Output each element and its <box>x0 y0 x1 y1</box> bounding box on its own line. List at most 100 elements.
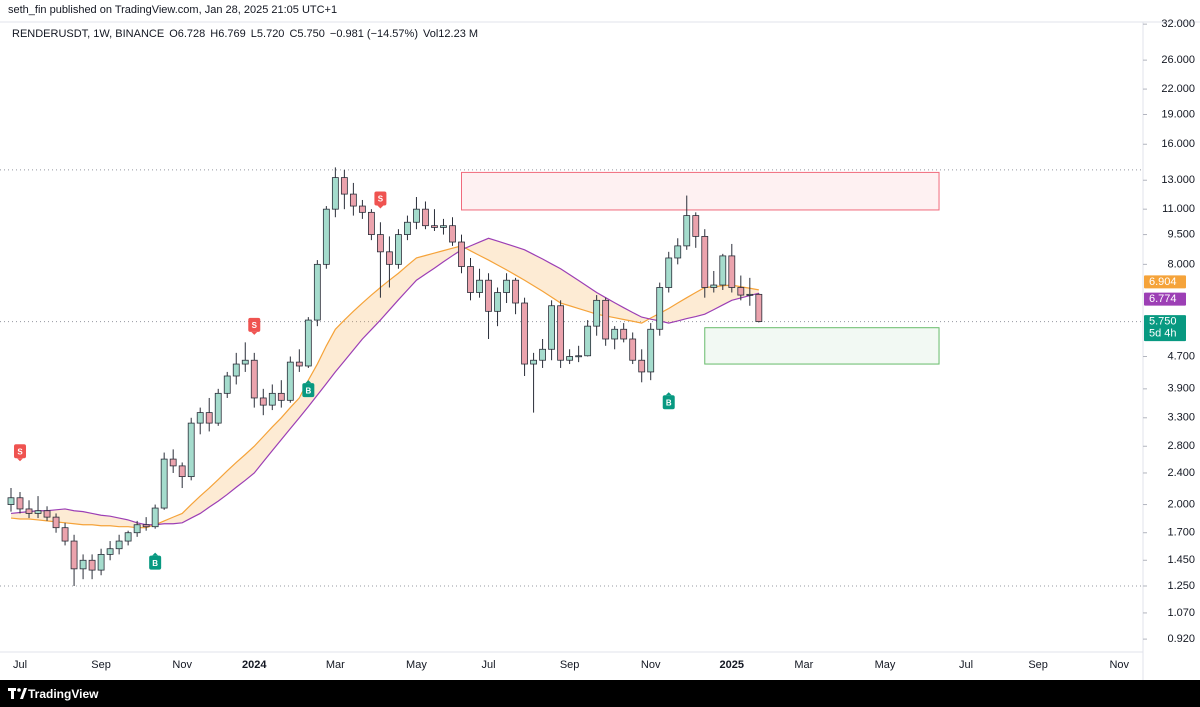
candle-body <box>16 497 24 510</box>
candle-body <box>241 359 249 365</box>
ma-fill <box>11 238 759 528</box>
candle-body <box>467 266 474 293</box>
signal-pointer <box>665 392 672 396</box>
y-tick-label: 2.800 <box>1167 440 1195 452</box>
candle-body <box>151 507 159 528</box>
candle-body <box>377 234 384 253</box>
candle-body <box>367 211 375 235</box>
candle-body <box>521 302 528 365</box>
candle-body <box>665 257 673 288</box>
candle-body <box>494 292 501 312</box>
candle-body <box>196 412 204 424</box>
signal-pointer <box>251 331 258 335</box>
candle-body <box>539 348 546 361</box>
signal-marker: B <box>662 392 675 410</box>
candle-body <box>485 279 492 312</box>
candle-body <box>25 508 33 514</box>
candle-body <box>512 279 519 304</box>
candle-body <box>214 392 222 424</box>
signal-text: S <box>252 321 258 330</box>
x-tick-label: 2024 <box>242 659 267 671</box>
candle-body <box>422 208 429 227</box>
candle-body <box>530 359 537 365</box>
signal-tag <box>302 383 315 398</box>
candle-body <box>566 356 574 361</box>
x-tick-label: May <box>406 659 427 671</box>
candle-body <box>701 236 709 288</box>
candle-body <box>304 319 312 367</box>
signal-text: S <box>378 195 384 204</box>
candle-body <box>295 361 303 367</box>
y-tick-label: 26.000 <box>1161 54 1195 66</box>
y-tick-label: 2.400 <box>1167 467 1195 479</box>
candle-body <box>557 305 565 361</box>
candle-body <box>593 299 601 327</box>
chart: 32.000 26.000 22.000 19.000 16.000 13.000 11.0… <box>0 18 1200 680</box>
signal-tag <box>14 444 27 459</box>
candle-body <box>70 540 78 570</box>
candle-body <box>440 225 447 228</box>
candle-body <box>52 516 60 529</box>
signal-pointer <box>305 380 312 384</box>
y-tick-label: 1.450 <box>1167 554 1195 566</box>
signal-tag <box>248 317 261 332</box>
candle-body <box>620 328 628 340</box>
x-tick-label: Mar <box>326 659 345 671</box>
candle-body <box>719 255 727 286</box>
signal-pointer <box>152 552 159 556</box>
candle-body <box>133 524 141 534</box>
candle-body <box>503 279 510 293</box>
price-tag-label: 5.750 <box>1149 315 1177 327</box>
y-tick-label: 3.300 <box>1167 412 1195 424</box>
y-tick-label: 1.250 <box>1167 580 1195 592</box>
candle-body <box>683 215 691 247</box>
legend-value: H6.769 <box>210 28 246 40</box>
zone <box>461 171 940 211</box>
symbol: RENDERUSDT, 1W, BINANCE <box>12 28 165 40</box>
candle-body <box>674 245 682 259</box>
candle-body <box>223 375 231 394</box>
candle-body <box>611 328 619 340</box>
x-tick-label: Nov <box>1109 659 1129 671</box>
candle-body <box>476 279 483 293</box>
y-tick-label: 13.000 <box>1161 174 1195 186</box>
candle-body <box>259 397 267 406</box>
x-tick-label: Sep <box>560 659 580 671</box>
candle-body <box>358 205 366 213</box>
signal-marker: S <box>14 444 27 462</box>
candle-body <box>142 524 150 528</box>
candle-body <box>79 559 87 570</box>
candle-body <box>43 510 51 518</box>
signal-marker: S <box>248 317 261 335</box>
legend-value: Vol12.23 M <box>423 28 479 40</box>
signal-tag <box>149 555 162 570</box>
x-tick-label: Nov <box>172 659 192 671</box>
candle-body <box>629 338 637 361</box>
signal-marker: S <box>374 191 387 209</box>
candle-body <box>548 305 555 350</box>
candle-body <box>34 510 42 514</box>
candle-body <box>7 497 15 505</box>
x-tick-label: Jul <box>481 659 495 671</box>
y-tick-label: 1.070 <box>1167 607 1195 619</box>
candle-body <box>647 328 655 373</box>
signal-tag <box>662 395 675 410</box>
x-tick-label: Jul <box>13 659 27 671</box>
price-tag-label: 6.774 <box>1149 293 1177 305</box>
y-tick-label: 1.700 <box>1167 527 1195 539</box>
y-tick-label: 22.000 <box>1161 83 1195 95</box>
candle-body <box>656 287 664 330</box>
legend-value: O6.728 <box>169 28 206 40</box>
x-tick-label: 2025 <box>720 659 744 671</box>
x-tick-label: Mar <box>794 659 813 671</box>
price-tag <box>1144 315 1186 342</box>
x-tick-label: Jul <box>959 659 973 671</box>
candle-body <box>755 293 763 322</box>
signal-marker: B <box>149 552 162 570</box>
y-tick-label: 16.000 <box>1161 138 1195 150</box>
y-tick-label: 8.000 <box>1167 258 1195 270</box>
candle-body <box>88 559 96 571</box>
signal-pointer <box>17 458 24 462</box>
candle-body <box>322 208 330 265</box>
candle-body <box>277 392 285 401</box>
